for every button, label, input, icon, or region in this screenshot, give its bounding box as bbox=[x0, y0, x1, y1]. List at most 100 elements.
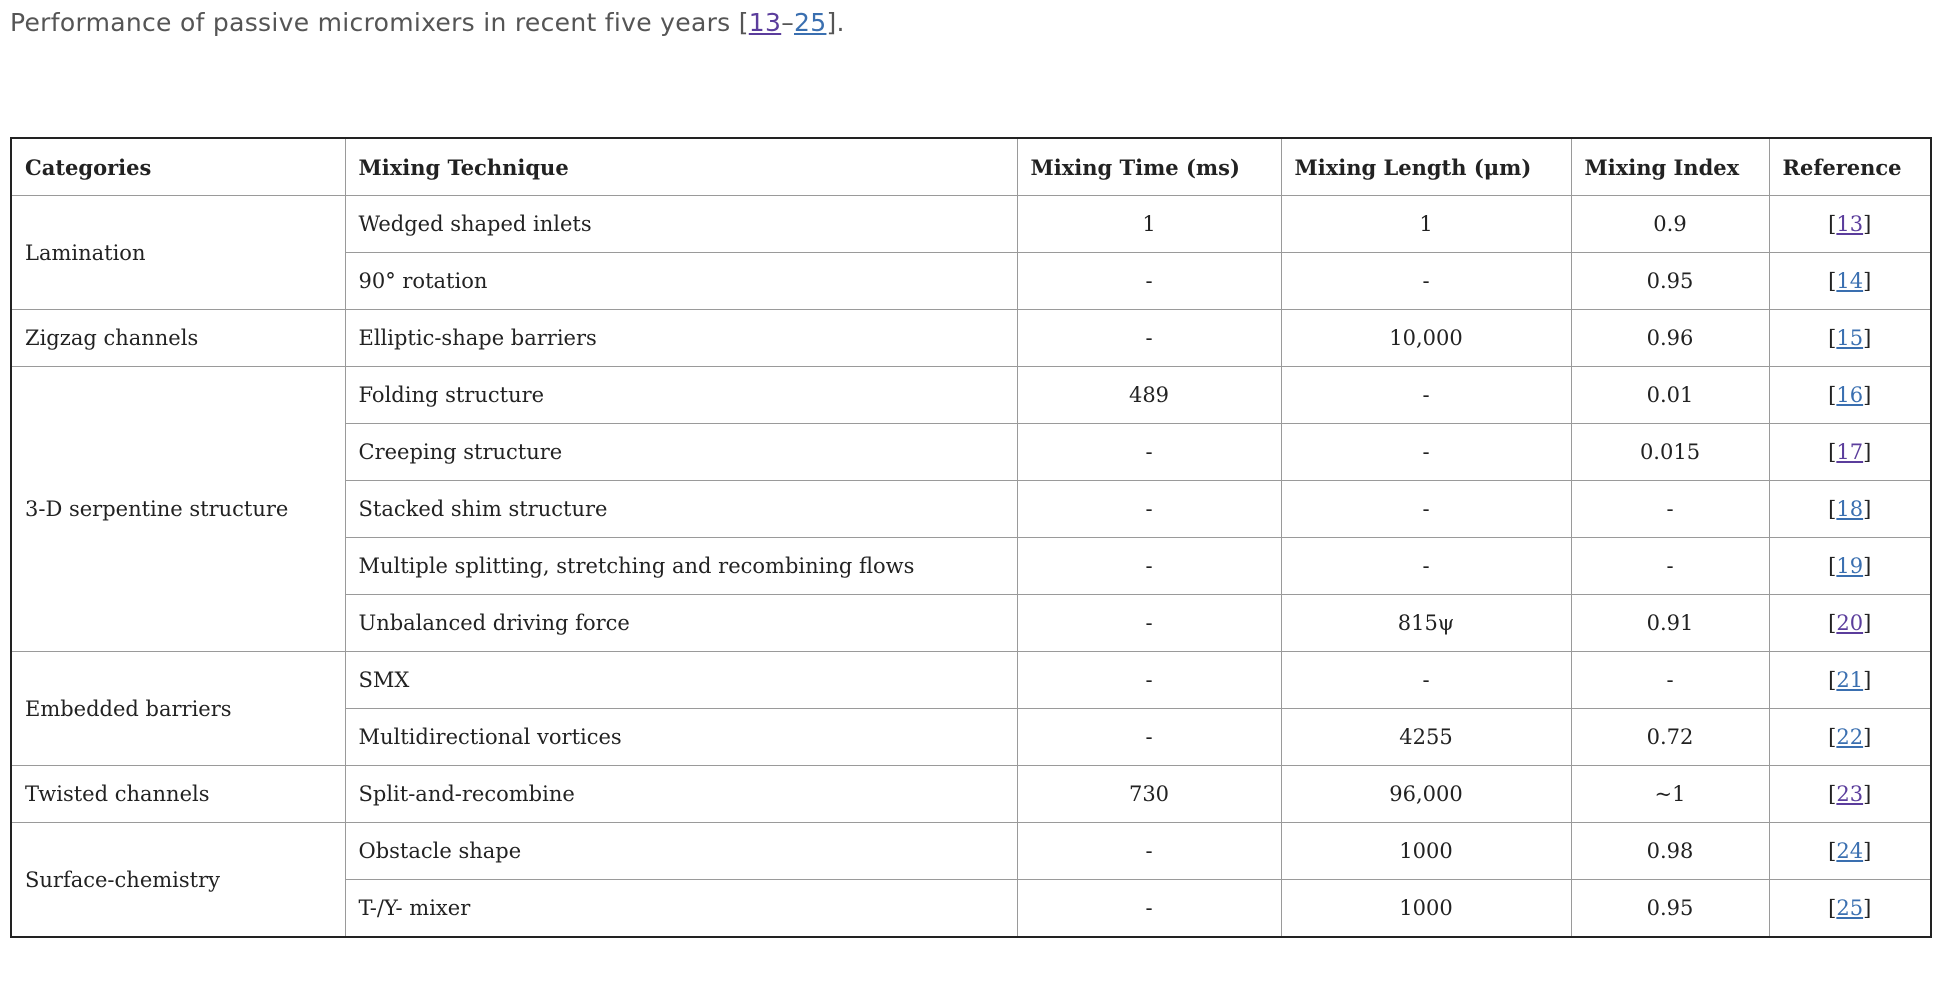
table-row: Surface-chemistry Obstacle shape -1000 0.98… bbox=[10, 822, 1932, 938]
value-cell: 730 bbox=[1016, 765, 1282, 823]
ref-link[interactable]: 25 bbox=[794, 8, 827, 37]
value-cell: - bbox=[1280, 423, 1572, 481]
technique-cell: Folding structure bbox=[344, 366, 1018, 424]
ref-link[interactable]: 22 bbox=[1836, 725, 1864, 749]
bracket: [ bbox=[1828, 497, 1837, 521]
ref-link[interactable]: 23 bbox=[1836, 782, 1864, 806]
value-cell: 815ψ bbox=[1280, 594, 1572, 652]
ref-link[interactable]: 18 bbox=[1836, 497, 1864, 521]
value-cell: - bbox=[1280, 480, 1572, 538]
reference-cell: [20] bbox=[1768, 594, 1932, 652]
header-cell: Mixing Technique bbox=[344, 137, 1018, 196]
value-cell: 0.015 bbox=[1570, 423, 1770, 481]
technique-cell: Obstacle shape bbox=[344, 822, 1018, 880]
reference-cell: [13] bbox=[1768, 195, 1932, 253]
value-cell: - bbox=[1016, 537, 1282, 595]
reference-cell: [14] bbox=[1768, 252, 1932, 310]
table-row: Embedded barriers SMX - - - [21] bbox=[10, 651, 1932, 766]
bracket: ] bbox=[1863, 668, 1872, 692]
ref-link[interactable]: 21 bbox=[1836, 668, 1864, 692]
ref-link[interactable]: 14 bbox=[1836, 269, 1864, 293]
caption: Performance of passive micromixers in re… bbox=[10, 8, 845, 37]
value-cell: 10,000 bbox=[1280, 309, 1572, 367]
category-cell: Zigzag channels bbox=[10, 309, 346, 367]
bracket: [ bbox=[1828, 269, 1837, 293]
table-row: Stacked shim structure - - - [18] bbox=[11, 480, 1932, 538]
table-row: Multiple splitting, stretching and recom… bbox=[11, 537, 1932, 595]
reference-cell: [22] bbox=[1768, 708, 1932, 766]
ref-link[interactable]: 13 bbox=[1836, 212, 1864, 236]
technique-cell: Wedged shaped inlets bbox=[344, 195, 1018, 253]
reference-cell: [17] bbox=[1768, 423, 1932, 481]
reference-cell: [15] bbox=[1768, 309, 1932, 367]
value-cell: 0.91 bbox=[1570, 594, 1770, 652]
bracket: [ bbox=[1828, 839, 1837, 863]
value-cell: - bbox=[1016, 594, 1282, 652]
value-cell: 0.01 bbox=[1570, 366, 1770, 424]
value-cell: - bbox=[1016, 879, 1282, 938]
ref-link[interactable]: 13 bbox=[748, 8, 782, 37]
value-cell: - bbox=[1016, 252, 1282, 310]
value-cell: 1000 bbox=[1280, 879, 1572, 938]
value-cell: 0.96 bbox=[1570, 309, 1770, 367]
value-cell: 96,000 bbox=[1280, 765, 1572, 823]
table-row: T-/Y- mixer -1000 0.95 [25] bbox=[11, 879, 1932, 938]
header-cell: Reference bbox=[1768, 137, 1932, 196]
category-cell: Embedded barriers bbox=[10, 651, 346, 766]
ref-link[interactable]: 19 bbox=[1836, 554, 1864, 578]
value-cell: 0.9 bbox=[1570, 195, 1770, 253]
bracket: ] bbox=[1863, 554, 1872, 578]
table-row: 90° rotation - -0.95 [14] bbox=[11, 252, 1932, 310]
bracket: ] bbox=[1863, 269, 1872, 293]
value-cell: 0.95 bbox=[1570, 252, 1770, 310]
bracket: ] bbox=[1863, 326, 1872, 350]
value-cell: - bbox=[1016, 423, 1282, 481]
category-cell: Surface-chemistry bbox=[10, 822, 346, 938]
technique-cell: 90° rotation bbox=[344, 252, 1018, 310]
ref-link[interactable]: 20 bbox=[1836, 611, 1864, 635]
value-cell: - bbox=[1280, 366, 1572, 424]
technique-cell: T-/Y- mixer bbox=[344, 879, 1018, 938]
caption-text: Performance of passive micromixers in re… bbox=[10, 8, 749, 37]
reference-cell: [19] bbox=[1768, 537, 1932, 595]
reference-cell: [25] bbox=[1768, 879, 1932, 938]
bracket: ] bbox=[1863, 212, 1872, 236]
table: Categories Mixing Technique Mixing Time (m… bbox=[10, 137, 1932, 938]
reference-cell: [24] bbox=[1768, 822, 1932, 880]
ref-link[interactable]: 24 bbox=[1836, 839, 1864, 863]
ref-link[interactable]: 17 bbox=[1836, 440, 1864, 464]
bracket: ] bbox=[1863, 611, 1872, 635]
value-cell: - bbox=[1016, 309, 1282, 367]
ref-link[interactable]: 25 bbox=[1836, 896, 1864, 920]
reference-cell: [21] bbox=[1768, 651, 1932, 709]
ref-link[interactable]: 16 bbox=[1836, 383, 1864, 407]
value-cell: 4255 bbox=[1280, 708, 1572, 766]
technique-cell: Multidirectional vortices bbox=[344, 708, 1018, 766]
table-row: Zigzag channels Elliptic-shape barriers -1… bbox=[10, 309, 1932, 367]
value-cell: 1 bbox=[1280, 195, 1572, 253]
header-row: Categories Mixing Technique Mixing Time (m… bbox=[10, 137, 1932, 196]
header-cell: Categories bbox=[10, 137, 346, 196]
reference-cell: [16] bbox=[1768, 366, 1932, 424]
bracket: [ bbox=[1828, 611, 1837, 635]
technique-cell: SMX bbox=[344, 651, 1018, 709]
table-row: Multidirectional vortices -4255 0.72 [22] bbox=[11, 708, 1932, 766]
bracket: ] bbox=[1863, 896, 1872, 920]
bracket: ] bbox=[1863, 839, 1872, 863]
technique-cell: Elliptic-shape barriers bbox=[344, 309, 1018, 367]
bracket: ] bbox=[1863, 782, 1872, 806]
bracket: ] bbox=[1863, 383, 1872, 407]
table-row: Lamination Wedged shaped inlets 1 1 0.9 [13] bbox=[10, 195, 1932, 310]
bracket: [ bbox=[1828, 383, 1837, 407]
caption-text: ]. bbox=[826, 8, 845, 37]
value-cell: - bbox=[1280, 537, 1572, 595]
bracket: [ bbox=[1828, 212, 1837, 236]
value-cell: 0.72 bbox=[1570, 708, 1770, 766]
header-cell: Mixing Time (ms) bbox=[1016, 137, 1282, 196]
bracket: [ bbox=[1828, 896, 1837, 920]
technique-cell: Multiple splitting, stretching and recom… bbox=[344, 537, 1018, 595]
ref-link[interactable]: 15 bbox=[1836, 326, 1864, 350]
value-cell: - bbox=[1280, 651, 1572, 709]
value-cell: 0.98 bbox=[1570, 822, 1770, 880]
